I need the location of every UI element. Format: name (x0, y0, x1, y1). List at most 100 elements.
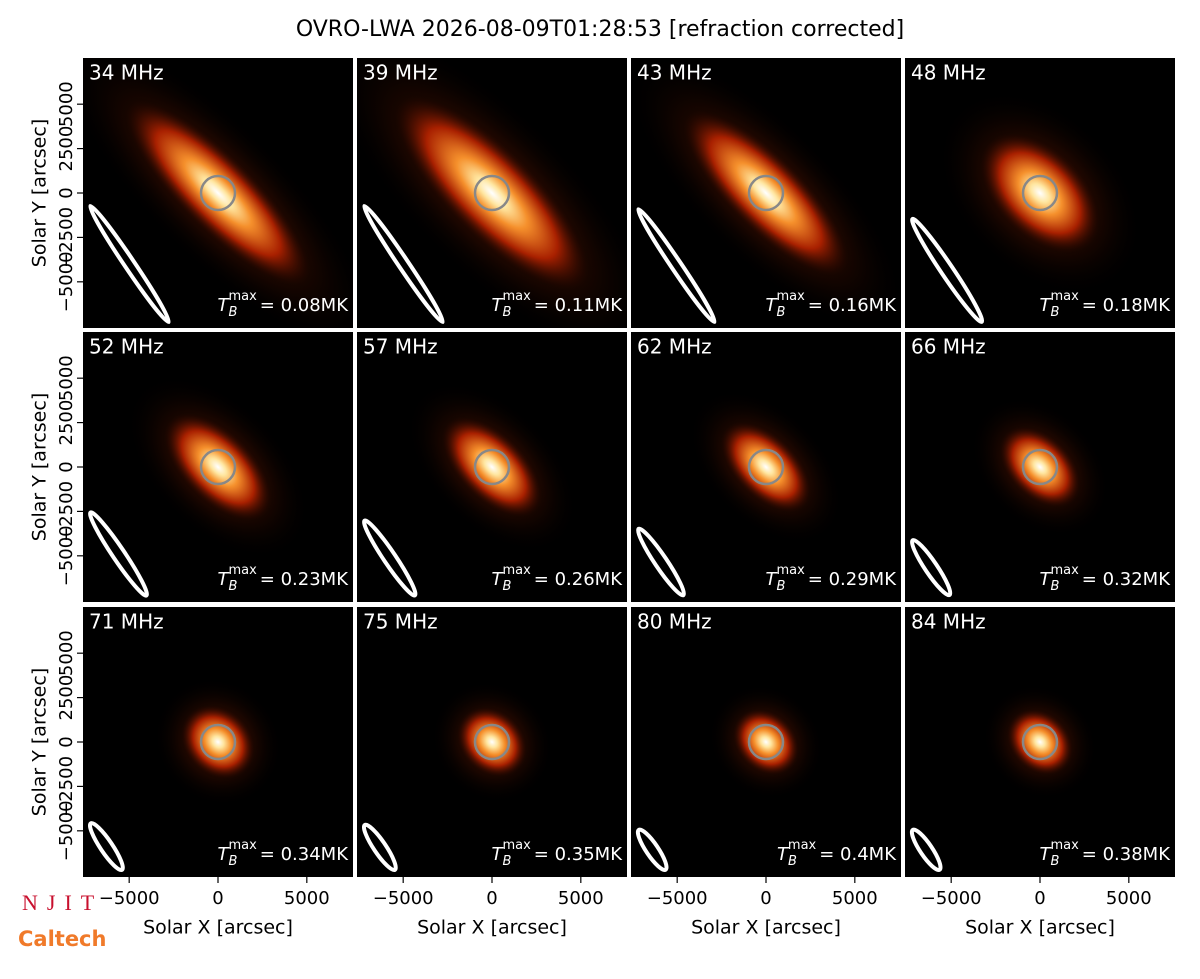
tb-annotation: TBmax = 0.26MK (492, 563, 624, 594)
tb-sup: max (1050, 838, 1079, 853)
y-tick-label: 2500 (56, 126, 77, 172)
y-tick-label: 2500 (56, 675, 77, 721)
panel-label: 62 MHz (637, 335, 712, 359)
panel-label: 71 MHz (89, 610, 164, 634)
y-tick-label: 0 (56, 461, 77, 472)
tb-sup: max (228, 289, 257, 304)
x-tick-label: 5000 (558, 888, 604, 909)
tb-sub: B (503, 305, 512, 320)
tb-annotation: TBmax = 0.35MK (492, 838, 624, 869)
y-tick-label: 5000 (56, 355, 77, 401)
tb-symbol: T (492, 295, 505, 316)
y-tick-label: −5000 (56, 525, 77, 586)
x-axis-label: Solar X [arcsec] (143, 917, 293, 939)
logo-njit: NJIT (22, 890, 103, 915)
solar-disk (747, 448, 785, 486)
y-tick-label: 0 (56, 187, 77, 198)
panel: 66 MHz TBmax = 0.32MK (905, 332, 1175, 602)
solar-disk (473, 723, 511, 761)
panel: 84 MHz TBmax = 0.38MK −5000 0 5000 Solar X [ar… (905, 607, 1175, 939)
tb-symbol: T (218, 569, 231, 590)
x-axis-label: Solar X [arcsec] (965, 917, 1115, 939)
x-tick-label: 0 (486, 888, 497, 909)
tb-symbol: T (218, 295, 231, 316)
beam (362, 518, 418, 598)
tb-symbol: T (1040, 569, 1053, 590)
emission (1005, 707, 1075, 777)
tb-annotation: TBmax = 0.38MK (1040, 838, 1172, 869)
emission (179, 703, 257, 781)
tb-sub: B (229, 305, 238, 320)
tb-symbol: T (492, 569, 505, 590)
panel-label: 48 MHz (911, 61, 986, 85)
panel-label: 57 MHz (363, 335, 438, 359)
y-tick-label: 0 (56, 736, 77, 747)
tb-annotation: TBmax = 0.32MK (1040, 563, 1172, 594)
solar-disk (747, 174, 785, 212)
y-tick-label: −2500 (56, 756, 77, 817)
y-tick-label: −2500 (56, 481, 77, 542)
x-tick-label: 0 (760, 888, 771, 909)
panel: 43 MHz TBmax = 0.16MK (631, 58, 901, 328)
emission (998, 425, 1082, 509)
image-layer (83, 332, 353, 602)
logo-caltech: Caltech (18, 927, 106, 951)
tb-text: = 0.34MK (260, 844, 349, 865)
panel: 80 MHz TBmax = 0.4MK −5000 0 5000 Solar X [arc… (631, 607, 901, 939)
tb-text: = 0.11MK (534, 295, 623, 316)
tb-text: = 0.4MK (819, 844, 897, 865)
panel-label: 43 MHz (637, 61, 712, 85)
emission (719, 420, 813, 514)
solar-disk (747, 723, 785, 761)
tb-sup: max (1050, 563, 1079, 578)
tb-sub: B (777, 305, 786, 320)
emission (680, 107, 852, 279)
beam (88, 203, 171, 325)
y-axis-label: Solar Y [arcsec] (29, 393, 51, 541)
image-layer (83, 58, 353, 328)
y-axis-label: Solar Y [arcsec] (29, 668, 51, 816)
tb-symbol: T (1040, 295, 1053, 316)
panel: 39 MHz TBmax = 0.11MK (357, 58, 627, 328)
y-tick-label: −2500 (56, 207, 77, 268)
tb-sup: max (502, 838, 531, 853)
panel: 52 MHz TBmax = 0.23MK −5000−2500 0 25005000So… (29, 332, 353, 602)
tb-sup: max (788, 838, 817, 853)
tb-symbol: T (766, 295, 779, 316)
image-layer (905, 58, 1175, 328)
tb-annotation: TBmax = 0.11MK (492, 289, 624, 320)
beam (909, 827, 943, 872)
tb-sup: max (502, 563, 531, 578)
image-layer (905, 607, 1175, 877)
emission (978, 131, 1102, 255)
tb-sup: max (228, 563, 257, 578)
image-layer (357, 58, 627, 328)
image-layer (631, 332, 901, 602)
solar-disk (1021, 448, 1059, 486)
emission (440, 415, 544, 519)
tb-sub: B (1051, 854, 1060, 869)
tb-annotation: TBmax = 0.18MK (1040, 289, 1172, 320)
tb-annotation: TBmax = 0.34MK (218, 838, 350, 869)
solar-disk (473, 174, 511, 212)
panel-label: 75 MHz (363, 610, 438, 634)
tb-sup: max (776, 289, 805, 304)
tb-sub: B (777, 579, 786, 594)
y-tick-label: 5000 (56, 630, 77, 676)
solar-disk (473, 448, 511, 486)
solar-disk (199, 723, 237, 761)
tb-text: = 0.29MK (808, 569, 897, 590)
tb-annotation: TBmax = 0.23MK (218, 563, 350, 594)
tb-symbol: T (492, 844, 505, 865)
tb-sub: B (229, 854, 238, 869)
tb-text: = 0.35MK (534, 844, 623, 865)
tb-annotation: TBmax = 0.4MK (777, 838, 897, 869)
x-tick-label: 0 (212, 888, 223, 909)
image-layer (631, 607, 901, 877)
x-tick-label: −5000 (647, 888, 708, 909)
x-tick-label: −5000 (373, 888, 434, 909)
solar-disk (1021, 723, 1059, 761)
x-tick-label: −5000 (921, 888, 982, 909)
panel: 48 MHz TBmax = 0.18MK (905, 58, 1175, 328)
